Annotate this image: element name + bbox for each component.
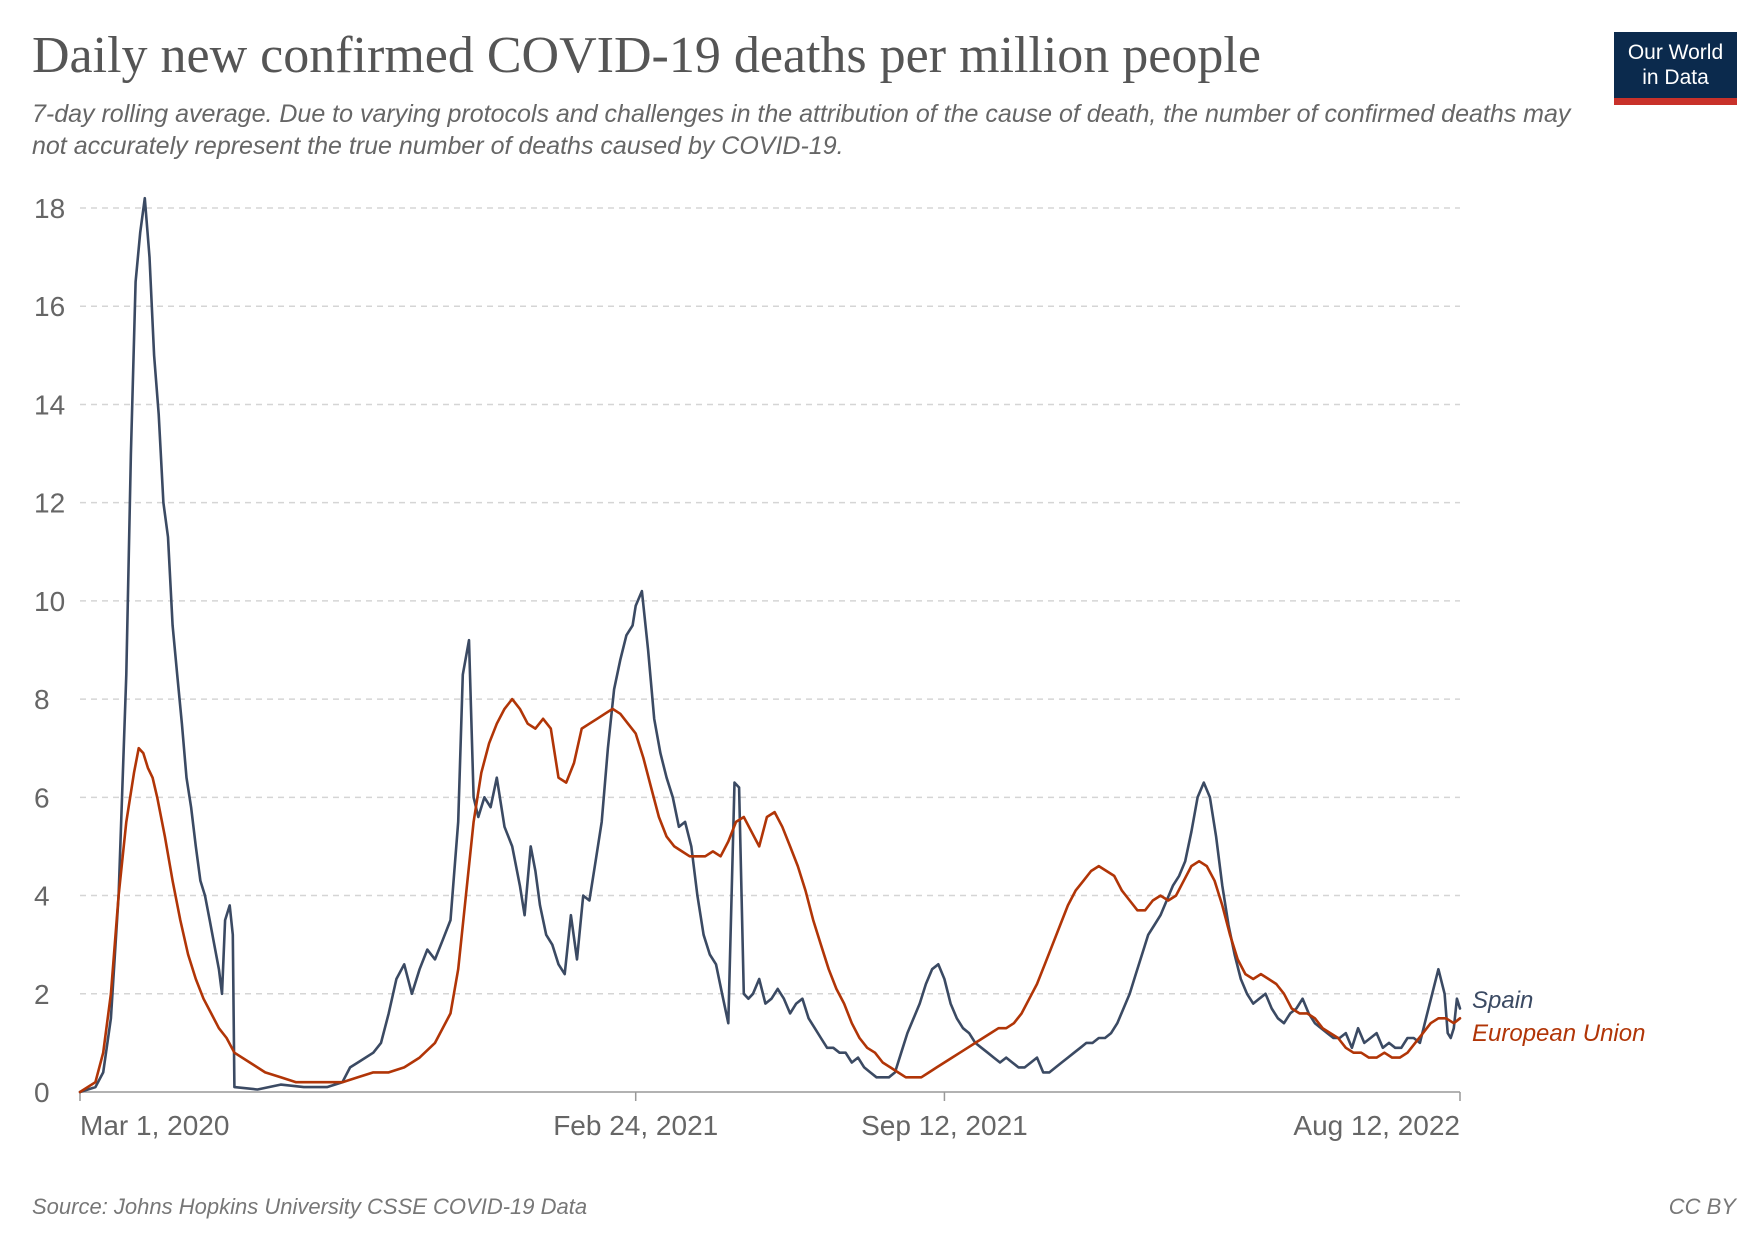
x-tick-label-1: Feb 24, 2021: [553, 1110, 718, 1141]
chart-title: Daily new confirmed COVID-19 deaths per …: [32, 27, 1261, 84]
series-line-spain[interactable]: [78, 196, 1462, 1094]
y-tick-label-16: 16: [34, 291, 65, 322]
logo-line-2: in Data: [1642, 66, 1709, 89]
grid-layer: [80, 207, 1460, 995]
y-tick-label-2: 2: [34, 979, 50, 1010]
source-note: Source: Johns Hopkins University CSSE CO…: [32, 1194, 588, 1219]
axis-layer: 0 2 4 6 8 10 12 14 16 18 Mar 1, 2020 Feb 24, 2021 Se…: [34, 193, 1461, 1141]
y-tick-label-18: 18: [34, 193, 65, 224]
y-tick-label-6: 6: [34, 782, 50, 813]
y-tick-label-12: 12: [34, 488, 65, 519]
x-tick-label-3: Aug 12, 2022: [1293, 1110, 1460, 1141]
y-tick-label-4: 4: [34, 881, 50, 912]
series-label-layer: Spain European Union: [1472, 987, 1645, 1047]
series-label-spain: Spain: [1472, 987, 1533, 1014]
x-tick-label-0: Mar 1, 2020: [80, 1110, 229, 1141]
y-tick-label-0: 0: [34, 1077, 50, 1108]
x-tick-label-2: Sep 12, 2021: [861, 1110, 1028, 1141]
series-label-european-union: European Union: [1472, 1020, 1645, 1047]
y-tick-label-14: 14: [34, 389, 65, 420]
chart-subtitle: 7-day rolling average. Due to varying pr…: [32, 100, 1571, 160]
logo-line-1: Our World: [1627, 41, 1724, 64]
series-layer: [78, 196, 1462, 1094]
license-link[interactable]: CC BY: [1668, 1194, 1736, 1219]
y-tick-label-10: 10: [34, 586, 65, 617]
series-line-european-union[interactable]: [78, 697, 1462, 1094]
y-tick-label-8: 8: [34, 684, 50, 715]
owid-logo[interactable]: Our World in Data: [1614, 32, 1737, 105]
